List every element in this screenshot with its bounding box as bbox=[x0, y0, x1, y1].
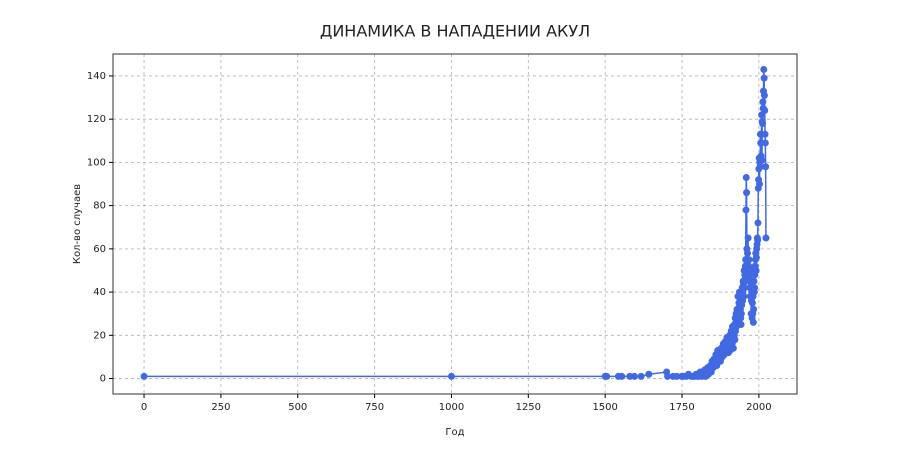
x-tick-label: 1750 bbox=[669, 402, 694, 413]
data-point bbox=[740, 292, 748, 300]
data-point bbox=[737, 310, 745, 318]
data-point bbox=[744, 249, 752, 257]
data-point bbox=[762, 163, 770, 171]
data-point bbox=[748, 299, 756, 307]
data-point bbox=[737, 321, 745, 329]
x-axis-label: Год bbox=[445, 427, 464, 438]
data-point bbox=[752, 266, 760, 274]
data-point bbox=[664, 372, 672, 380]
x-tick-label: 1500 bbox=[592, 402, 617, 413]
y-tick-label: 140 bbox=[87, 71, 106, 82]
y-tick-label: 40 bbox=[93, 287, 106, 298]
y-axis-label: Кол-во случаев bbox=[72, 184, 83, 264]
data-point bbox=[637, 372, 645, 380]
x-tick-label: 1250 bbox=[516, 402, 541, 413]
data-point bbox=[742, 174, 750, 182]
data-point bbox=[630, 372, 638, 380]
data-point bbox=[140, 372, 148, 380]
data-point bbox=[758, 156, 766, 164]
data-point bbox=[742, 206, 750, 214]
data-point bbox=[750, 277, 758, 285]
data-line bbox=[144, 69, 767, 379]
data-point bbox=[760, 65, 768, 73]
chart-title: ДИНАМИКА В НАПАДЕНИИ АКУЛ bbox=[320, 22, 590, 41]
x-tick-label: 500 bbox=[288, 402, 307, 413]
data-point bbox=[755, 180, 763, 188]
x-tick-label: 0 bbox=[141, 402, 147, 413]
x-tick-label: 750 bbox=[365, 402, 384, 413]
data-point bbox=[744, 234, 752, 242]
data-point bbox=[761, 107, 769, 115]
data-point bbox=[673, 372, 681, 380]
data-point bbox=[756, 163, 764, 171]
data-point bbox=[760, 74, 768, 82]
x-tick-label: 2000 bbox=[746, 402, 771, 413]
data-point bbox=[747, 266, 755, 274]
data-point bbox=[745, 256, 753, 264]
data-point bbox=[761, 139, 769, 147]
data-point bbox=[754, 236, 762, 244]
y-tick-label: 20 bbox=[93, 330, 106, 341]
y-tick-label: 60 bbox=[93, 244, 106, 255]
x-tick-label: 1000 bbox=[439, 402, 464, 413]
y-tick-label: 80 bbox=[93, 201, 106, 212]
data-point bbox=[603, 372, 611, 380]
data-point bbox=[618, 372, 626, 380]
x-tick-label: 250 bbox=[211, 402, 230, 413]
data-point bbox=[447, 372, 455, 380]
data-point bbox=[740, 284, 748, 292]
data-point bbox=[743, 189, 751, 197]
y-tick-label: 100 bbox=[87, 157, 106, 168]
y-tick-label: 0 bbox=[100, 374, 106, 385]
data-point bbox=[762, 234, 770, 242]
data-point bbox=[760, 91, 768, 99]
data-point bbox=[750, 305, 758, 313]
data-point bbox=[751, 284, 759, 292]
data-point bbox=[645, 370, 653, 378]
data-point bbox=[759, 98, 767, 106]
data-point bbox=[749, 318, 757, 326]
data-point bbox=[759, 119, 767, 127]
data-point bbox=[752, 254, 760, 262]
plot-frame bbox=[112, 53, 798, 395]
data-point bbox=[754, 219, 762, 227]
data-point bbox=[731, 336, 739, 344]
y-tick-label: 120 bbox=[87, 114, 106, 125]
data-point bbox=[729, 344, 737, 352]
data-point bbox=[761, 130, 769, 138]
